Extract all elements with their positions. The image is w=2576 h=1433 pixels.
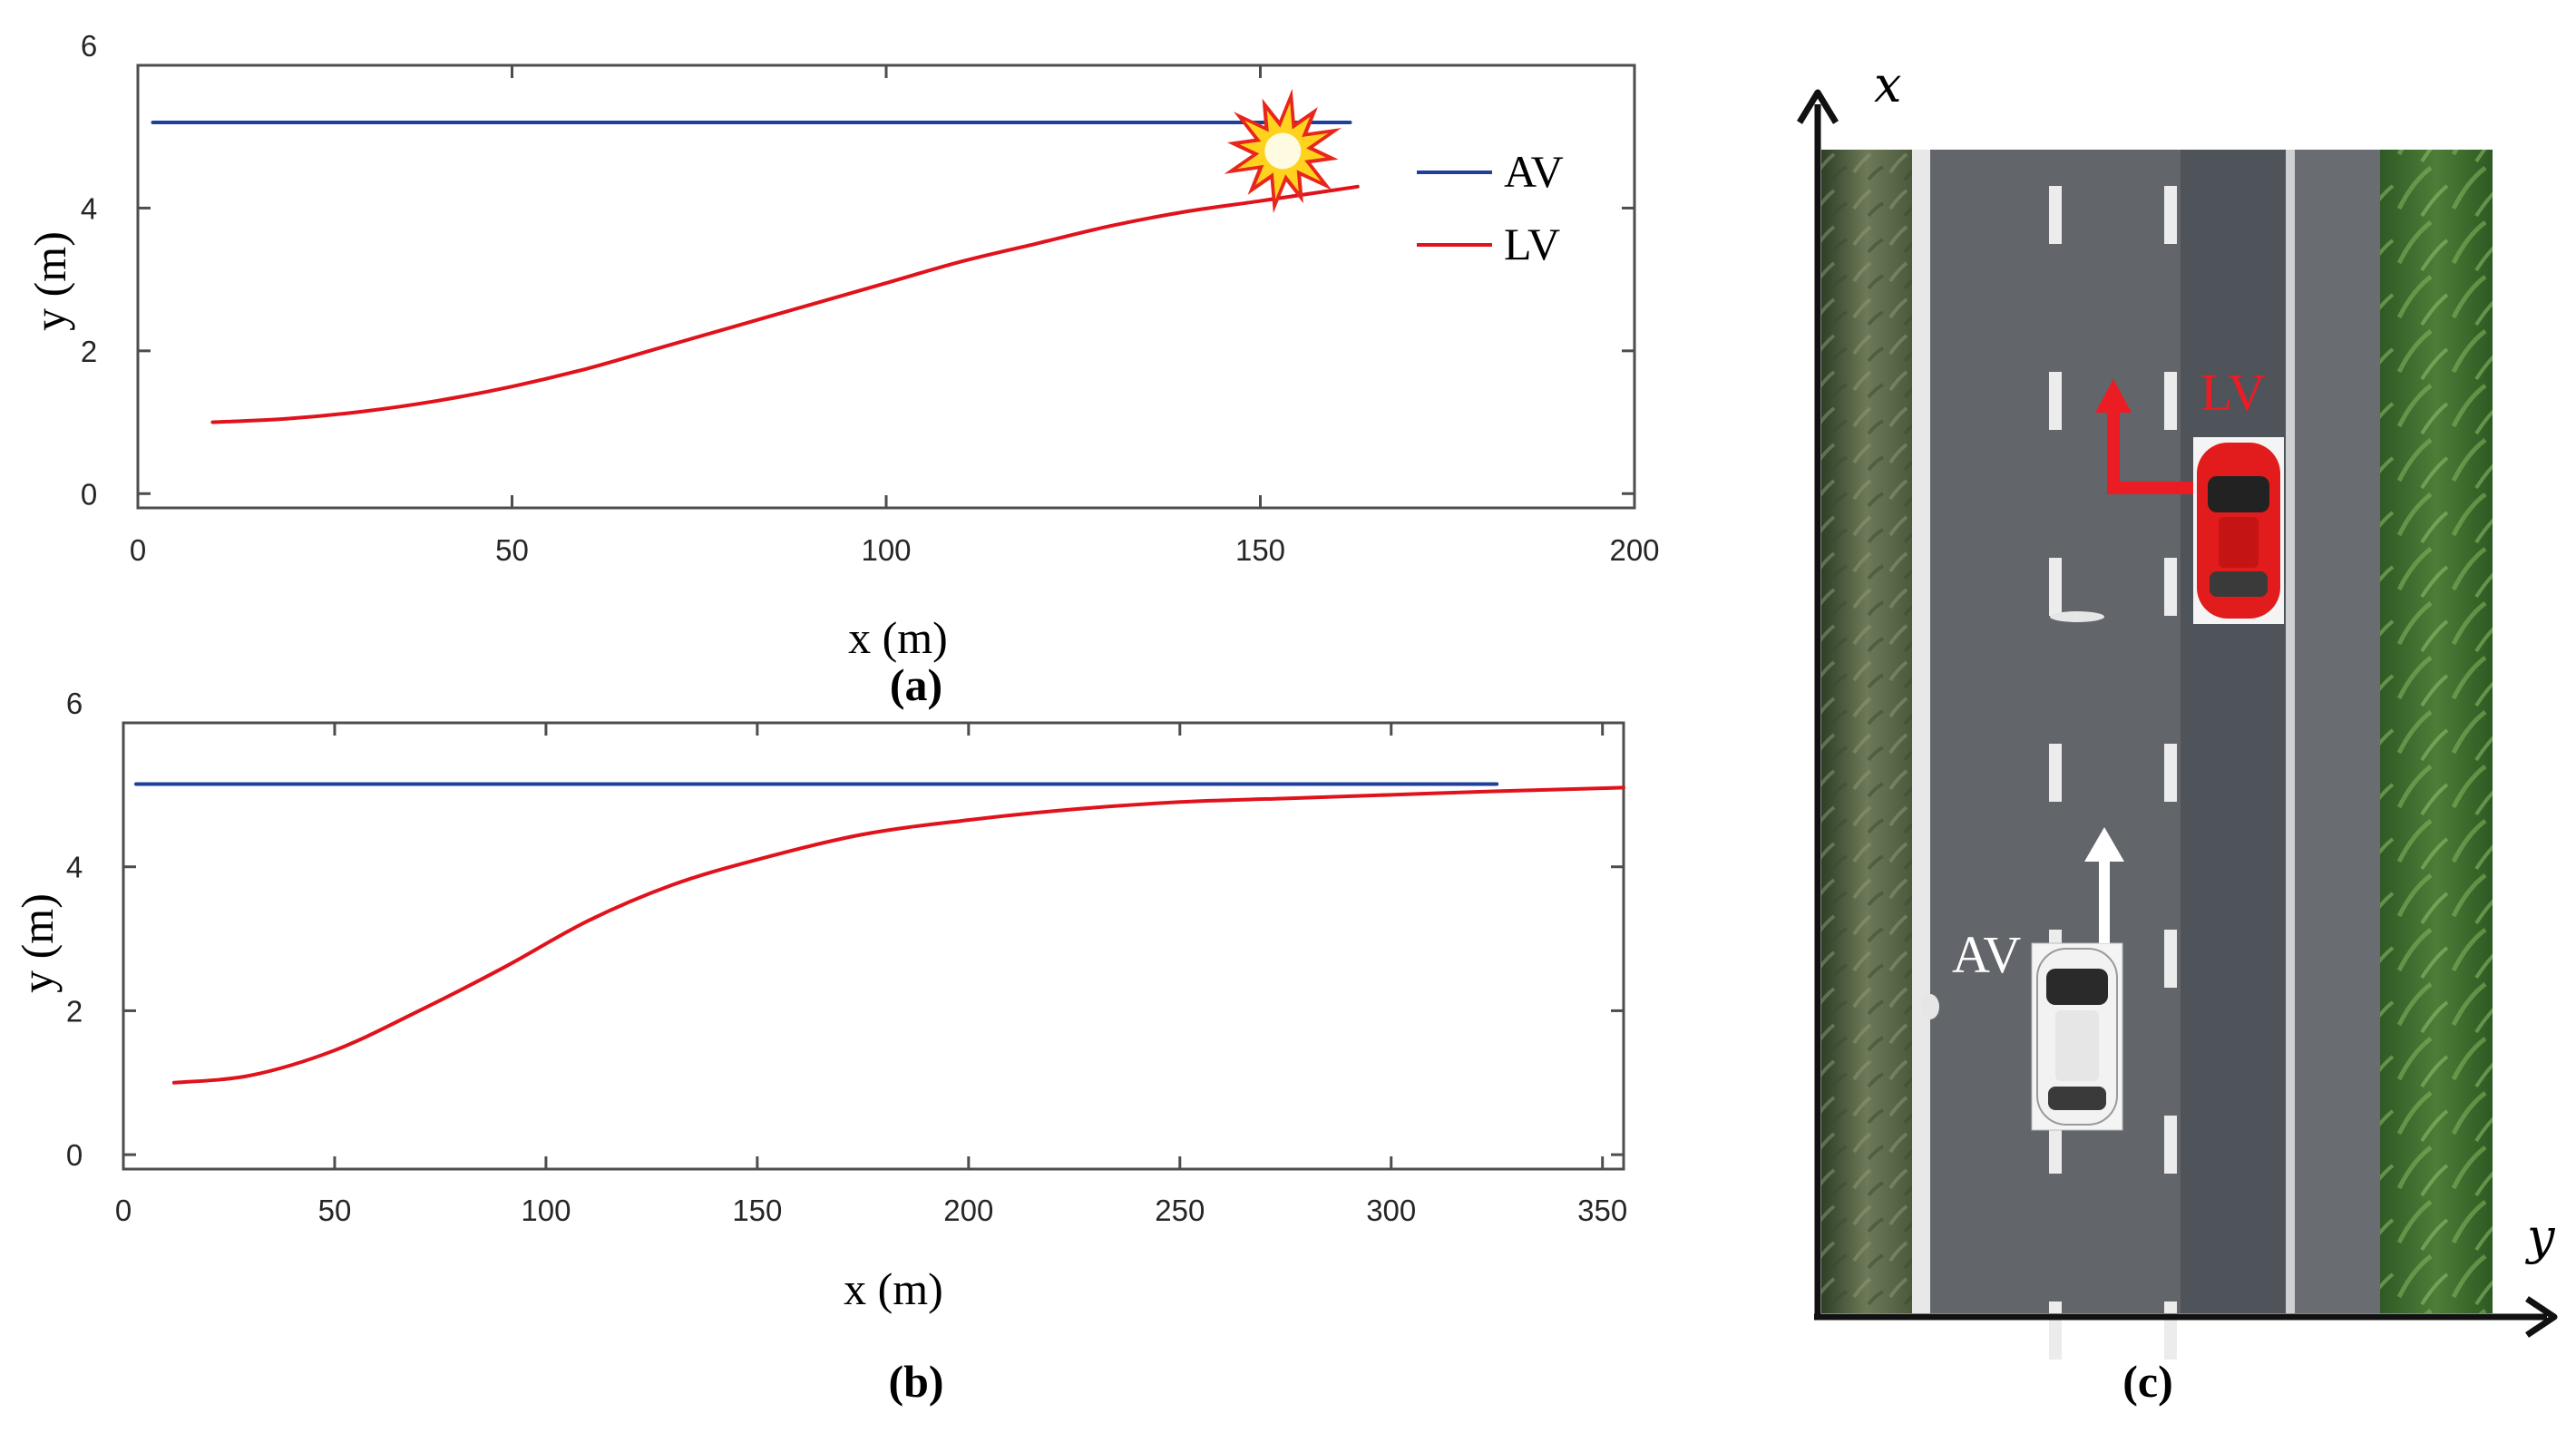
y-tick-label: 2 [66, 994, 83, 1028]
lane-dash [2164, 558, 2177, 616]
chart-a-tick-labels: 0 50 100 150 200 0 2 4 6 [81, 29, 1660, 567]
y-tick-label: 6 [66, 687, 83, 720]
x-tick-label: 100 [521, 1194, 571, 1227]
x-tick-label: 150 [732, 1194, 782, 1227]
chart-a-plot-area [136, 63, 1636, 510]
burst-core [1264, 132, 1302, 170]
lv-arrow-shaft [2107, 408, 2193, 494]
x-tick-label: 300 [1366, 1194, 1416, 1227]
av-car-windshield [2046, 969, 2108, 1005]
chart-b-caption: (b) [888, 1356, 943, 1407]
road-marking [2050, 611, 2104, 622]
chart-a: 0 50 100 150 200 0 2 4 6 AV LV x (m) y (m) (a) [24, 29, 1660, 710]
series-lv-line [171, 785, 1625, 1085]
scene-x-axis-label: x [1874, 56, 1901, 113]
x-tick-label: 50 [495, 533, 529, 567]
chart-a-legend: AV LV [1417, 146, 1564, 269]
chart-b-ticks [122, 723, 1624, 1169]
legend-av-label: AV [1504, 146, 1564, 197]
lv-car-rear-window [2210, 571, 2268, 597]
scene-y-axis-arrow-icon [2525, 1296, 2558, 1338]
x-tick-label: 0 [115, 1194, 132, 1227]
x-tick-label: 200 [943, 1194, 993, 1227]
right-verge-texture [2380, 150, 2493, 1313]
right-edge-line [2286, 150, 2295, 1313]
lane-dash [2164, 744, 2177, 802]
lane-dash [2049, 186, 2062, 244]
scene-caption: (c) [2122, 1356, 2173, 1407]
lv-label: LV [2200, 363, 2266, 422]
lv-car-roof [2219, 517, 2259, 568]
lv-lane-change-arrow-icon [2095, 379, 2193, 494]
x-tick-label: 100 [861, 533, 911, 567]
lv-car-windshield [2208, 476, 2269, 512]
y-tick-label: 4 [66, 851, 83, 884]
left-verge-texture [1821, 150, 1912, 1313]
scene-x-axis-arrow-icon [1797, 89, 1839, 124]
x-tick-label: 150 [1235, 533, 1285, 567]
chart-b-tick-labels: 0 50 100 150 200 250 300 350 0 2 4 6 [66, 687, 1627, 1227]
scene-axes: x y [1797, 56, 2558, 1338]
lane-dash [2164, 1116, 2177, 1174]
chart-a-ticks [136, 65, 1636, 508]
chart-b-y-label: y (m) [12, 893, 63, 993]
chart-b-x-label: x (m) [844, 1263, 943, 1314]
road-marking [1921, 994, 1939, 1019]
y-tick-label: 4 [81, 191, 97, 225]
lane-dash [2164, 186, 2177, 244]
lv-arrow-head [2095, 379, 2132, 413]
chart-a-x-label: x (m) [848, 612, 948, 663]
av-car-roof [2055, 1010, 2099, 1081]
lane-dash [2049, 558, 2062, 616]
chart-a-caption: (a) [890, 659, 942, 710]
av-car-icon [2031, 942, 2123, 1131]
x-tick-label: 350 [1577, 1194, 1627, 1227]
shoulder [2289, 150, 2380, 1313]
x-tick-label: 200 [1609, 533, 1659, 567]
left-edge-line [1912, 150, 1930, 1313]
lane-dash [2164, 930, 2177, 988]
lane-dash [2049, 372, 2062, 430]
chart-b-series [133, 782, 1625, 1085]
y-tick-label: 0 [66, 1138, 83, 1172]
lane-dash [2049, 1301, 2062, 1360]
lane-right [2181, 150, 2289, 1313]
av-forward-arrow-icon [2084, 827, 2124, 943]
series-lv-line [210, 184, 1360, 424]
y-tick-label: 6 [81, 29, 97, 63]
chart-b-plot-area [122, 721, 1625, 1171]
collision-burst-icon [1224, 88, 1342, 214]
chart-a-series [151, 120, 1360, 424]
lv-car-icon [2193, 437, 2284, 624]
y-tick-label: 2 [81, 335, 97, 368]
av-car-rear-window [2048, 1087, 2106, 1110]
y-tick-label: 0 [81, 477, 97, 511]
x-tick-label: 0 [130, 533, 146, 567]
av-label: AV [1952, 925, 2021, 984]
chart-b: 0 50 100 150 200 250 300 350 0 2 4 6 x (m) y (m) (b… [12, 687, 1627, 1407]
chart-a-y-label: y (m) [24, 231, 75, 331]
av-arrow-head [2084, 827, 2124, 862]
lane-dash [2164, 372, 2177, 430]
x-tick-label: 250 [1155, 1194, 1205, 1227]
scene-c: LV AV x y (c) [1797, 56, 2558, 1407]
x-tick-label: 50 [318, 1194, 352, 1227]
lane-dash [2049, 744, 2062, 802]
scene-y-axis-label: y [2525, 1208, 2556, 1265]
legend-lv-label: LV [1504, 219, 1560, 269]
lane-dash [2164, 1301, 2177, 1360]
